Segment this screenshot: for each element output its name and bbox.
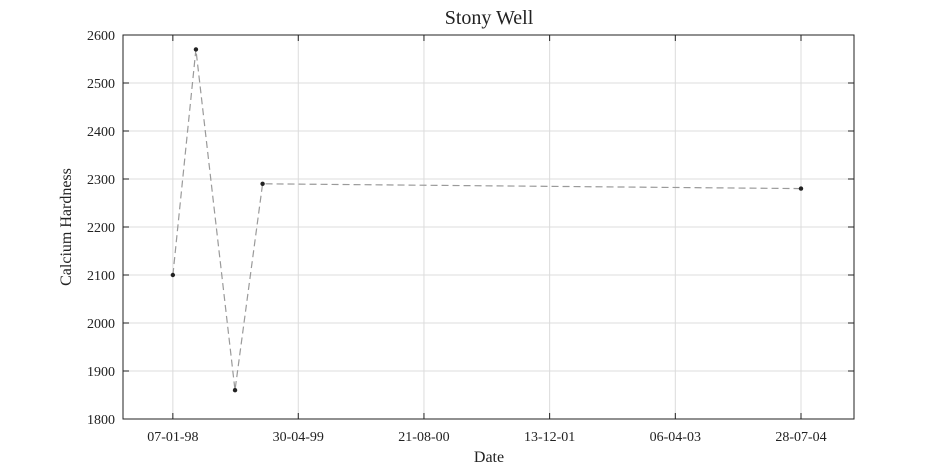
x-tick-label: 28-07-04 <box>775 430 826 445</box>
data-point <box>193 47 199 52</box>
y-tick-label: 2400 <box>87 125 115 140</box>
x-tick-label: 30-04-99 <box>273 430 324 445</box>
y-tick-label: 2100 <box>87 269 115 284</box>
series-line <box>172 49 802 391</box>
y-tick-label: 2500 <box>87 77 115 92</box>
y-axis-label: Calcium Hardness <box>58 168 75 286</box>
grid <box>123 34 854 420</box>
x-tick-label: 07-01-98 <box>147 430 198 445</box>
x-tick-label: 21-08-00 <box>398 430 449 445</box>
y-tick-label: 2200 <box>87 221 115 236</box>
y-tick-label: 2300 <box>87 173 115 188</box>
x-tick-label: 06-04-03 <box>650 430 701 445</box>
data-point <box>798 186 804 191</box>
y-tick-label: 2600 <box>87 29 115 44</box>
data-point <box>170 272 176 278</box>
x-axis-label: Date <box>474 449 504 466</box>
data-series <box>170 47 804 393</box>
x-tick-label: 13-12-01 <box>524 430 575 445</box>
chart-title: Stony Well <box>445 7 534 29</box>
y-tick-label: 1900 <box>87 365 115 380</box>
axis-ticks: 1800 1900 2000 2100 2200 2300 2400 2500 2600 07-0… <box>87 29 854 445</box>
y-tick-label: 1800 <box>87 413 115 428</box>
y-tick-label: 2000 <box>87 317 115 332</box>
data-point <box>260 181 265 186</box>
data-point <box>232 388 238 393</box>
